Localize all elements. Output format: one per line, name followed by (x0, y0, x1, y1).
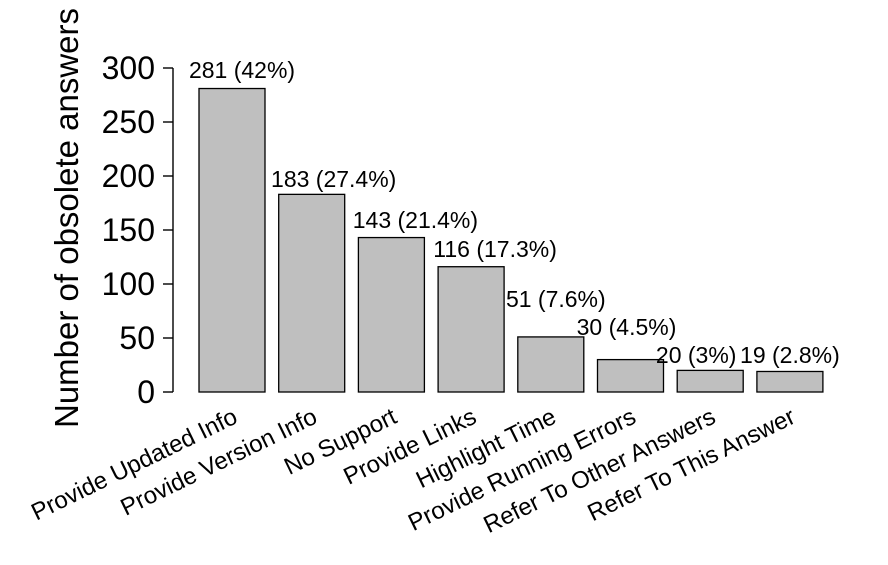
y-axis-tick-label: 300 (102, 50, 155, 86)
bar (198, 87, 266, 393)
y-axis: 0 50 100 150 200 250 300 (102, 50, 174, 410)
bar-value-label: 51 (7.6%) (506, 286, 606, 312)
bar (596, 358, 665, 393)
value-labels-group: 281 (42%) 183 (27.4%) 143 (21.4%) 116 (17.3… (189, 57, 840, 368)
y-axis-tick-label: 200 (102, 158, 155, 194)
y-axis-title: Number of obsolete answers (48, 8, 85, 428)
bar-value-label: 183 (27.4%) (271, 166, 396, 192)
bar (676, 369, 744, 393)
bar (437, 266, 505, 393)
bar-value-label: 19 (2.8%) (740, 342, 840, 368)
y-axis-tick-label: 250 (102, 104, 155, 140)
bar-value-label: 116 (17.3%) (433, 236, 557, 262)
bar-value-label: 143 (21.4%) (353, 207, 478, 233)
bar (517, 336, 585, 393)
bar (278, 193, 346, 393)
bars-group (198, 87, 824, 393)
y-axis-tick-label: 100 (102, 266, 155, 302)
bar-value-label: 281 (42%) (189, 57, 295, 83)
bar-value-label: 30 (4.5%) (577, 314, 677, 340)
bar (756, 370, 824, 393)
bar (357, 236, 426, 393)
y-axis-tick-label: 50 (119, 320, 155, 356)
y-axis-tick-label: 0 (137, 374, 155, 410)
y-axis-tick-label: 150 (102, 212, 155, 248)
bar-value-label: 20 (3%) (656, 342, 737, 368)
